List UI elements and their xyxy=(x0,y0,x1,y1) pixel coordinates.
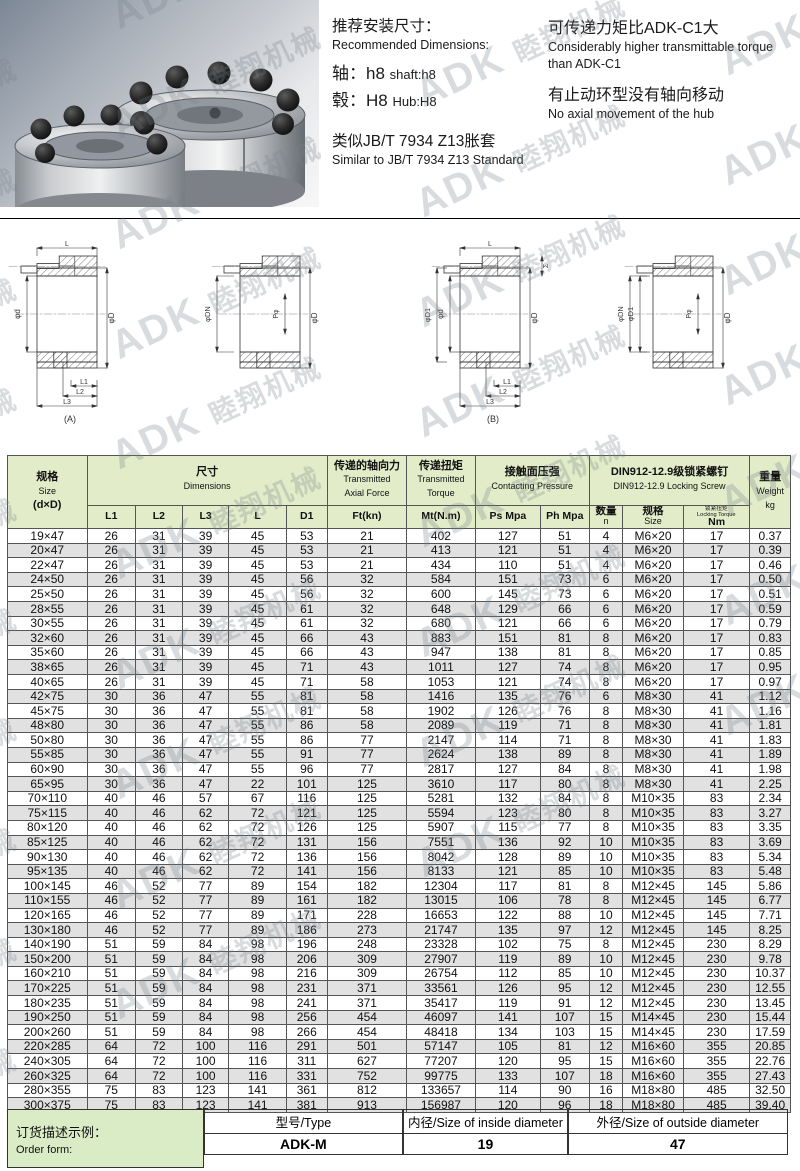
svg-text:Pφ: Pφ xyxy=(273,309,280,319)
svg-text:(B): (B) xyxy=(487,414,499,424)
svg-text:L: L xyxy=(488,241,492,248)
svg-text:L1: L1 xyxy=(80,379,88,386)
svg-text:L: L xyxy=(65,241,69,248)
svg-text:Pφ: Pφ xyxy=(686,309,693,319)
svg-text:L3: L3 xyxy=(486,399,494,406)
svg-text:φD: φD xyxy=(530,312,539,323)
svg-text:φd: φd xyxy=(436,309,445,319)
svg-text:φD: φD xyxy=(310,312,319,323)
svg-text:L2: L2 xyxy=(499,389,507,396)
svg-text:(A): (A) xyxy=(64,414,76,424)
svg-text:φDN: φDN xyxy=(205,306,212,322)
svg-text:φD: φD xyxy=(107,312,116,323)
svg-text:φD1: φD1 xyxy=(626,307,635,321)
svg-text:φD1: φD1 xyxy=(425,308,432,322)
svg-text:L3: L3 xyxy=(63,399,71,406)
svg-text:φDN: φDN xyxy=(618,306,625,322)
svg-text:L2: L2 xyxy=(76,389,84,396)
svg-text:φd: φd xyxy=(13,309,22,319)
svg-text:L1: L1 xyxy=(503,379,511,386)
svg-text:φD: φD xyxy=(723,312,732,323)
svg-text:Σ: Σ xyxy=(543,263,550,268)
